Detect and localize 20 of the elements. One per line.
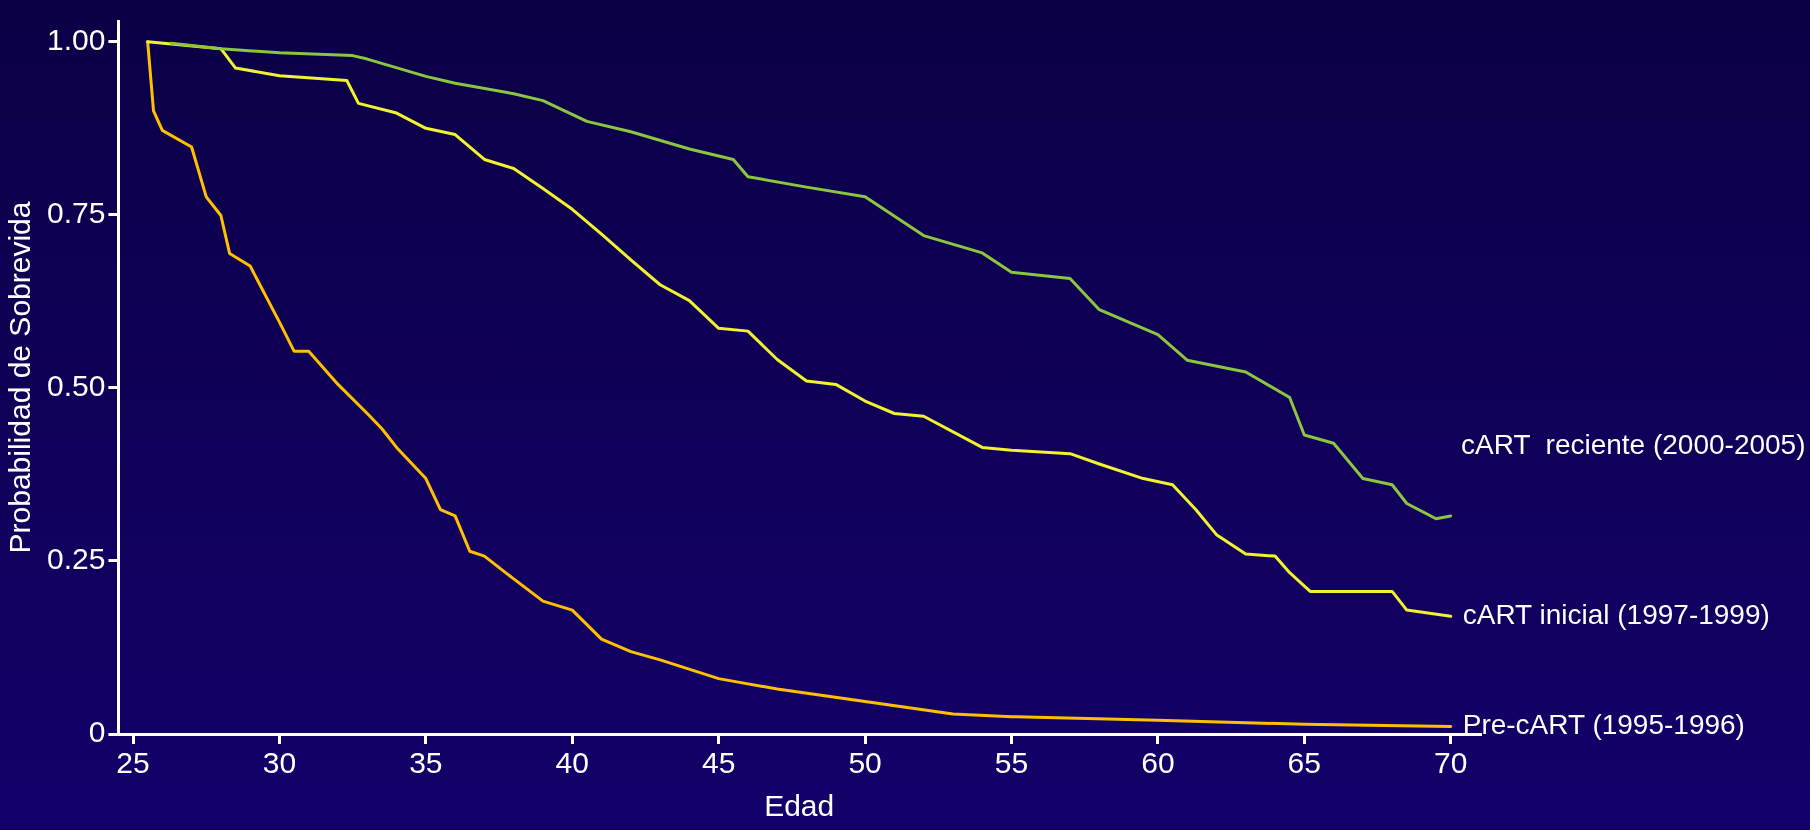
- y-tick-label: 0.75: [47, 196, 106, 230]
- x-tick-label: 60: [1141, 746, 1175, 780]
- series-label: cART inicial (1997-1999): [1462, 599, 1770, 631]
- x-tick-label: 50: [848, 746, 882, 780]
- series-label: Pre-cART (1995-1996): [1462, 709, 1745, 741]
- y-axis-title: Probabilidad de Sobrevida: [3, 201, 37, 554]
- x-tick-label: 70: [1434, 746, 1468, 780]
- x-tick-label: 45: [701, 746, 736, 780]
- y-tick-label: 0.50: [47, 369, 106, 403]
- y-tick-label: 1.00: [47, 23, 106, 57]
- text: cART reciente (2000-2005): [1461, 428, 1806, 460]
- x-tick-label: 30: [262, 746, 297, 780]
- x-tick-label: 55: [994, 746, 1029, 780]
- y-tick-label: 0.25: [47, 542, 106, 576]
- y-tick-label: 0: [88, 715, 106, 749]
- x-tick-label: 65: [1287, 746, 1321, 780]
- x-tick-label: 40: [555, 746, 589, 780]
- x-tick-label: 25: [116, 746, 150, 780]
- x-tick-label: 35: [409, 746, 443, 780]
- x-axis-title: Edad: [764, 789, 835, 823]
